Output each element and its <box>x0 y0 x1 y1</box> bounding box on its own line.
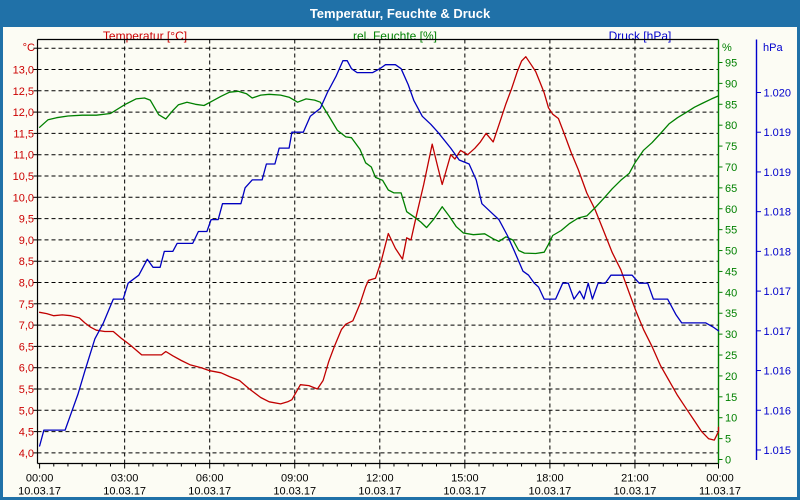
svg-text:30: 30 <box>725 329 737 341</box>
svg-text:10.03.17: 10.03.17 <box>103 486 146 498</box>
svg-text:12:00: 12:00 <box>366 473 394 485</box>
svg-text:90: 90 <box>725 78 737 90</box>
svg-text:4,0: 4,0 <box>19 448 34 460</box>
svg-text:75: 75 <box>725 141 737 153</box>
plot-frame <box>36 38 720 465</box>
svg-text:11,0: 11,0 <box>13 150 34 162</box>
svg-text:45: 45 <box>725 266 737 278</box>
svg-text:7,0: 7,0 <box>19 320 34 332</box>
svg-text:12,5: 12,5 <box>13 86 34 98</box>
svg-text:1.018: 1.018 <box>764 246 792 258</box>
svg-text:1.019: 1.019 <box>764 127 792 139</box>
svg-text:95: 95 <box>725 57 737 69</box>
svg-text:20: 20 <box>725 371 737 383</box>
svg-text:35: 35 <box>725 308 737 320</box>
svg-text:10.03.17: 10.03.17 <box>443 486 486 498</box>
svg-text:5: 5 <box>725 434 731 446</box>
svg-text:10.03.17: 10.03.17 <box>358 486 401 498</box>
svg-text:5,0: 5,0 <box>19 405 34 417</box>
svg-text:1.016: 1.016 <box>764 366 792 378</box>
vertical-gridlines <box>124 39 636 464</box>
svg-text:18:00: 18:00 <box>536 473 564 485</box>
svg-text:0: 0 <box>725 455 731 467</box>
pressure-axis-unit: hPa <box>763 42 783 54</box>
svg-text:65: 65 <box>725 183 737 195</box>
svg-text:03:00: 03:00 <box>111 473 139 485</box>
svg-text:60: 60 <box>725 204 737 216</box>
svg-text:09:00: 09:00 <box>281 473 309 485</box>
svg-text:15: 15 <box>725 392 737 404</box>
svg-text:10.03.17: 10.03.17 <box>188 486 231 498</box>
window-title: Temperatur, Feuchte & Druck <box>309 6 491 21</box>
svg-text:21:00: 21:00 <box>621 473 649 485</box>
svg-text:85: 85 <box>725 99 737 111</box>
svg-text:70: 70 <box>725 162 737 174</box>
svg-text:11,5: 11,5 <box>13 128 34 140</box>
svg-text:06:00: 06:00 <box>196 473 224 485</box>
svg-text:10: 10 <box>725 413 737 425</box>
svg-text:10.03.17: 10.03.17 <box>18 486 61 498</box>
svg-text:55: 55 <box>725 225 737 237</box>
svg-text:13,0: 13,0 <box>13 65 34 77</box>
svg-text:1.015: 1.015 <box>764 445 792 457</box>
svg-text:80: 80 <box>725 120 737 132</box>
svg-text:6,0: 6,0 <box>19 363 34 375</box>
chart-background <box>3 27 797 497</box>
temperature-axis-unit: °C <box>22 42 35 54</box>
svg-text:00:00: 00:00 <box>26 473 54 485</box>
humidity-axis-unit: % <box>722 42 732 54</box>
svg-text:11.03.17: 11.03.17 <box>699 486 741 498</box>
svg-text:10,0: 10,0 <box>13 192 34 204</box>
svg-text:5,5: 5,5 <box>19 384 34 396</box>
svg-text:1.020: 1.020 <box>764 88 792 100</box>
svg-text:7,5: 7,5 <box>19 299 34 311</box>
pressure-axis: 1.020 1.019 1.019 1.018 1.018 1.017 1.017 1.016… <box>755 39 792 460</box>
svg-text:10.03.17: 10.03.17 <box>614 486 657 498</box>
temperature-series <box>38 56 720 441</box>
svg-text:1.017: 1.017 <box>764 286 792 298</box>
svg-text:40: 40 <box>725 287 737 299</box>
svg-text:6,5: 6,5 <box>19 341 34 353</box>
svg-text:1.019: 1.019 <box>764 167 792 179</box>
svg-text:1.016: 1.016 <box>764 405 792 417</box>
svg-text:1.017: 1.017 <box>764 326 792 338</box>
pressure-series <box>38 60 720 447</box>
svg-text:15:00: 15:00 <box>451 473 479 485</box>
svg-text:00:00: 00:00 <box>706 473 734 485</box>
time-axis: 00:00 03:00 06:00 09:00 12:00 15:00 18:00 21:00… <box>18 463 741 498</box>
humidity-series <box>38 90 720 255</box>
horizontal-gridlines <box>37 47 719 454</box>
humidity-axis: 0 5 10 15 20 25 30 35 40 45 50 55 60 65 70 75 80 85 90 95 <box>718 57 737 467</box>
window-titlebar: Temperatur, Feuchte & Druck <box>0 0 800 27</box>
svg-text:4,5: 4,5 <box>19 427 34 439</box>
svg-text:9,5: 9,5 <box>19 214 34 226</box>
svg-text:12,0: 12,0 <box>13 107 34 119</box>
temperature-axis: 13,0 12,5 12,0 11,5 11,0 10,5 10,0 9,5 9,0 8,5 8,0… <box>13 47 38 460</box>
svg-text:8,0: 8,0 <box>19 278 34 290</box>
svg-text:10,5: 10,5 <box>13 171 34 183</box>
svg-text:8,5: 8,5 <box>19 256 34 268</box>
svg-text:1.018: 1.018 <box>764 207 792 219</box>
svg-text:50: 50 <box>725 246 737 258</box>
svg-text:25: 25 <box>725 350 737 362</box>
svg-text:9,0: 9,0 <box>19 235 34 247</box>
svg-text:10.03.17: 10.03.17 <box>528 486 571 498</box>
svg-text:10.03.17: 10.03.17 <box>273 486 316 498</box>
